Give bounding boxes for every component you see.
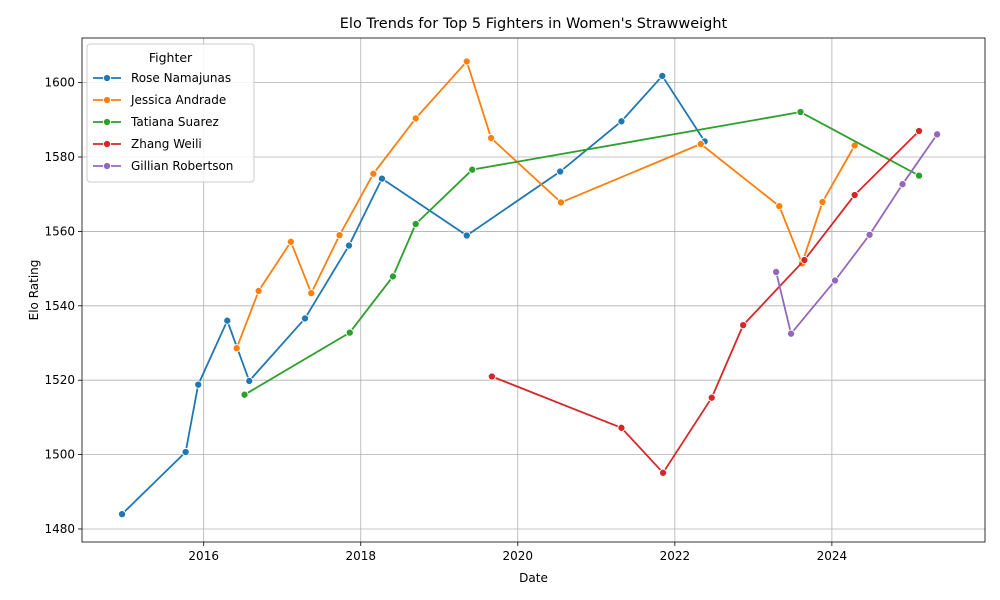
legend-title: Fighter — [149, 50, 193, 65]
data-point — [800, 256, 809, 265]
data-point — [556, 167, 565, 176]
y-tick-label: 1560 — [44, 224, 75, 238]
legend-item: Jessica Andrade — [93, 93, 226, 107]
data-point — [772, 267, 781, 277]
data-point — [865, 230, 874, 239]
data-point — [345, 328, 354, 337]
legend-item: Gillian Robertson — [93, 159, 233, 173]
data-point — [286, 237, 295, 246]
y-tick-label: 1600 — [44, 76, 75, 90]
series-layer — [117, 57, 942, 519]
series-line — [491, 130, 920, 474]
data-point — [300, 314, 310, 323]
data-point — [254, 286, 263, 295]
data-point — [617, 423, 626, 432]
legend-swatch-marker — [102, 139, 112, 149]
data-point — [232, 344, 241, 353]
legend-swatch-marker — [102, 95, 112, 105]
data-point — [739, 321, 748, 330]
data-point — [850, 190, 859, 200]
y-axis-label: Elo Rating — [27, 260, 41, 321]
data-point — [617, 117, 626, 126]
data-point — [462, 57, 471, 66]
legend-label: Zhang Weili — [131, 137, 202, 151]
legend-box — [86, 43, 255, 183]
data-point — [468, 165, 477, 174]
data-point — [914, 126, 924, 136]
y-axis-ticks: 1480 1500 1520 1540 1560 1580 1600 — [44, 76, 82, 536]
legend-label: Rose Namajunas — [131, 71, 231, 85]
x-tick-label: 2016 — [188, 549, 219, 563]
series-gillian-robertson — [772, 130, 942, 338]
y-tick-label: 1580 — [44, 150, 75, 164]
legend-item: Zhang Weili — [93, 137, 202, 151]
data-point — [411, 219, 420, 229]
data-point — [117, 510, 127, 519]
legend-item: Rose Namajunas — [93, 71, 231, 85]
x-tick-label: 2018 — [345, 549, 376, 563]
legend-label: Jessica Andrade — [130, 93, 226, 107]
series-rose-namajunas — [117, 71, 709, 519]
data-point — [775, 202, 784, 211]
data-point — [658, 71, 667, 80]
x-axis-ticks: 2016 2018 2020 2022 2024 — [188, 542, 847, 563]
y-tick-label: 1540 — [44, 299, 75, 313]
legend-swatch-marker — [102, 117, 112, 127]
x-tick-label: 2020 — [503, 549, 534, 563]
y-tick-label: 1500 — [44, 448, 75, 462]
series-line — [775, 133, 938, 335]
data-point — [245, 376, 254, 385]
data-point — [556, 198, 566, 207]
data-point — [933, 130, 942, 139]
data-point — [344, 241, 354, 250]
x-tick-label: 2022 — [660, 549, 691, 563]
legend: Fighter Rose Namajunas Jessica Andrade Tat… — [86, 43, 255, 183]
data-point — [659, 468, 668, 477]
data-point — [181, 447, 190, 457]
legend-label: Gillian Robertson — [131, 159, 233, 173]
data-point — [377, 174, 387, 183]
series-zhang-weili — [487, 126, 924, 477]
data-point — [707, 393, 716, 402]
data-point — [194, 380, 203, 389]
data-point — [462, 231, 471, 240]
data-point — [914, 171, 924, 180]
legend-item: Tatiana Suarez — [93, 115, 219, 129]
data-point — [487, 134, 496, 143]
y-tick-label: 1520 — [44, 373, 75, 387]
data-point — [335, 231, 344, 240]
chart-title: Elo Trends for Top 5 Fighters in Women's… — [340, 16, 728, 32]
data-point — [240, 390, 249, 399]
x-tick-label: 2024 — [817, 549, 848, 563]
data-point — [369, 169, 378, 178]
data-point — [818, 197, 827, 207]
data-point — [411, 114, 420, 123]
plot-frame — [81, 37, 986, 543]
data-point — [307, 289, 316, 298]
data-point — [696, 139, 705, 149]
data-point — [487, 372, 496, 381]
legend-label: Tatiana Suarez — [130, 115, 219, 129]
x-axis-label: Date — [519, 571, 548, 585]
legend-swatch-marker — [102, 161, 112, 171]
data-point — [787, 329, 796, 338]
legend-swatch-marker — [102, 73, 112, 83]
data-point — [796, 107, 805, 117]
data-point — [388, 272, 397, 281]
y-tick-label: 1480 — [44, 522, 75, 536]
data-point — [898, 180, 907, 189]
data-point — [830, 276, 840, 285]
series-jessica-andrade — [232, 57, 859, 353]
data-point — [223, 316, 232, 325]
series-tatiana-suarez — [240, 107, 924, 399]
